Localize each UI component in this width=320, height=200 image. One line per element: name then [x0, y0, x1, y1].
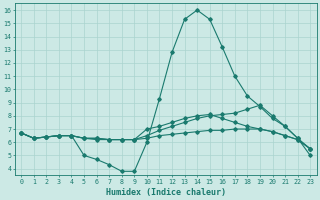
X-axis label: Humidex (Indice chaleur): Humidex (Indice chaleur) — [106, 188, 226, 197]
